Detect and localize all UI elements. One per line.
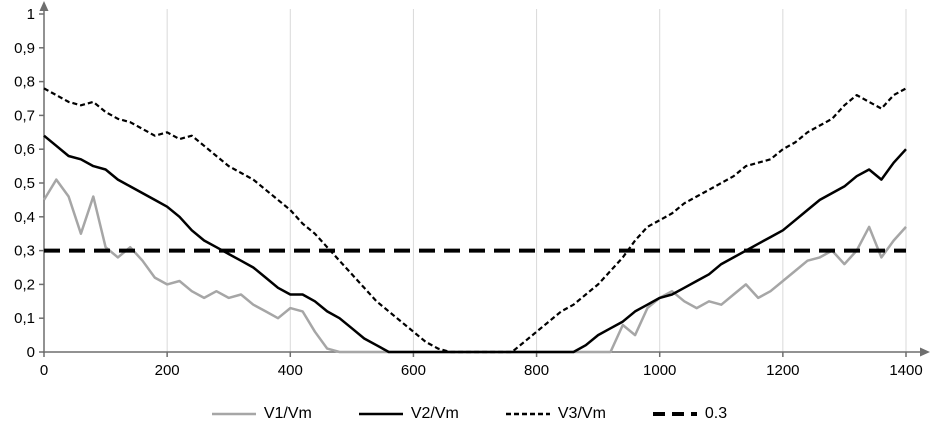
legend-item-v3-vm: V3/Vm xyxy=(505,405,606,423)
y-tick-label: 0,7 xyxy=(14,107,35,124)
y-tick-label: 0 xyxy=(27,344,35,361)
y-tick-label: 0,4 xyxy=(14,209,35,226)
legend-line-sample-icon xyxy=(652,412,697,416)
legend-line-sample-icon xyxy=(211,412,256,416)
legend-line-sample-icon xyxy=(358,412,403,416)
legend-item-0-3: 0.3 xyxy=(652,405,727,423)
legend-label: 0.3 xyxy=(704,405,728,422)
series-v3-vm xyxy=(43,87,907,354)
x-tick-label: 1000 xyxy=(643,362,676,379)
x-tick-label: 1400 xyxy=(889,362,922,379)
y-tick-label: 0,8 xyxy=(14,74,35,91)
x-tick-label: 600 xyxy=(401,362,426,379)
x-tick-label: 0 xyxy=(40,362,48,379)
line-chart: 0 0,1 0,2 0,3 0,4 0,5 0,6 0,7 0,8 0,9 1 0 200 400 600 8… xyxy=(14,1,930,379)
y-tick-label: 0,2 xyxy=(14,276,35,293)
series-v1-vm xyxy=(42,178,907,354)
x-axis-arrow-icon xyxy=(920,347,930,357)
y-tick-label: 0,5 xyxy=(14,175,35,192)
y-tick-label: 0,1 xyxy=(14,310,35,327)
series-v2-vm xyxy=(43,134,907,354)
y-tick-label: 0,3 xyxy=(14,243,35,260)
y-axis-arrow-icon xyxy=(39,1,49,11)
x-tick-label: 1200 xyxy=(766,362,799,379)
x-tick-label: 400 xyxy=(278,362,303,379)
legend-line-sample-icon xyxy=(505,412,550,416)
legend-label: V1/Vm xyxy=(263,405,312,422)
x-tick-label: 800 xyxy=(524,362,549,379)
legend-label: V3/Vm xyxy=(557,405,606,422)
y-tick-label: 0,9 xyxy=(14,40,35,57)
chart-legend: V1/Vm V2/Vm V3/Vm 0.3 xyxy=(0,392,938,436)
legend-item-v2-vm: V2/Vm xyxy=(358,405,459,423)
y-tick-label: 0,6 xyxy=(14,141,35,158)
legend-item-v1-vm: V1/Vm xyxy=(211,405,312,423)
y-tick-label: 1 xyxy=(27,6,35,23)
x-tick-label: 200 xyxy=(155,362,180,379)
legend-label: V2/Vm xyxy=(410,405,459,422)
